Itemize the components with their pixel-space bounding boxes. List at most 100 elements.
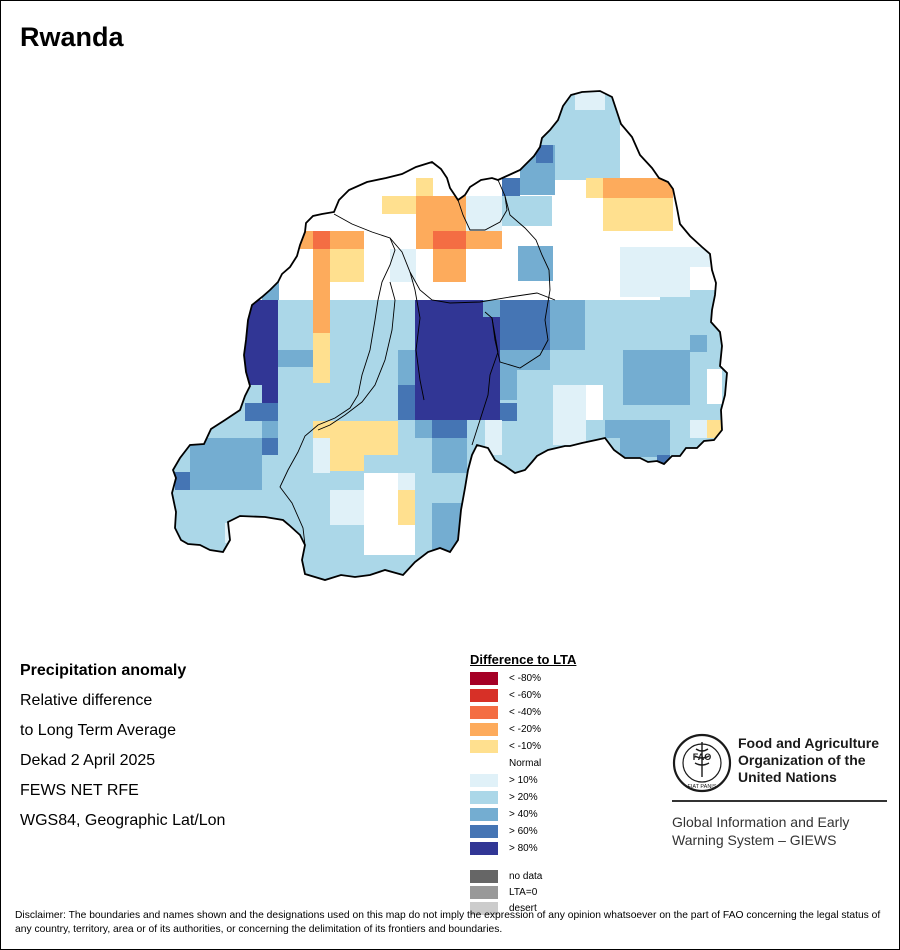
province-border [279,213,396,546]
anomaly-cell [623,350,690,405]
anomaly-cell [262,385,278,403]
anomaly-cell [330,525,364,575]
anomaly-cell [432,438,467,473]
anomaly-cell [502,178,520,196]
anomaly-cell [415,455,432,525]
province-border [409,271,425,401]
anomaly-cell [330,490,364,525]
anomaly-cell [225,523,240,543]
anomaly-cell [415,420,432,438]
legend-label: > 10% [509,775,538,786]
anomaly-grid [172,91,727,580]
legend-swatch [470,723,498,736]
info-projection: WGS84, Geographic Lat/Lon [20,812,226,829]
anomaly-cell [416,196,466,231]
anomaly-cell [550,300,585,350]
disclaimer: Disclaimer: The boundaries and names sho… [15,910,881,935]
anomaly-cell [278,300,313,350]
anomaly-cell [586,385,603,420]
anomaly-cell [670,420,687,438]
anomaly-cell [313,473,330,508]
anomaly-cell [432,420,467,438]
legend-swatch [470,886,498,899]
info-period: Dekad 2 April 2025 [20,752,156,769]
anomaly-cell [398,385,415,420]
legend-label: > 20% [509,792,538,803]
legend-label: < -80% [509,673,541,684]
info-reference: to Long Term Average [20,722,176,739]
province-border [317,281,396,431]
anomaly-cell [330,421,398,438]
fao-emblem-icon: FAO FIAT PANIS [672,733,732,793]
anomaly-cell [603,198,673,231]
anomaly-cell [483,300,500,317]
anomaly-cell [485,420,502,455]
anomaly-cell [433,231,466,249]
map-title: Rwanda [20,22,124,52]
province-border [484,195,551,369]
legend-swatch [470,825,498,838]
province-border [471,317,499,446]
anomaly-cell [432,473,467,503]
emblem-ring-text: FIAT PANIS [687,784,716,790]
anomaly-cell [606,300,623,350]
anomaly-cell [364,555,415,575]
anomaly-cell [296,473,313,508]
legend-swatch [470,902,498,915]
anomaly-cell [553,385,586,420]
anomaly-cell [620,420,670,457]
anomaly-cell [575,91,605,110]
anomaly-cell [415,300,500,420]
anomaly-cell [330,438,364,471]
legend-label: > 80% [509,843,538,854]
anomaly-cell [707,369,722,404]
anomaly-cell [262,421,278,438]
info-source: FEWS NET RFE [20,782,139,799]
anomaly-cell [313,438,330,473]
legend-label: < -40% [509,707,541,718]
anomaly-cell [586,300,606,350]
country-border [171,90,728,581]
anomaly-cell [364,525,415,555]
anomaly-cell [518,246,553,281]
legend-swatch [470,706,498,719]
anomaly-cell [278,367,313,437]
anomaly-cell [466,196,502,231]
anomaly-cell [175,490,275,523]
anomaly-cell [502,196,552,226]
province-borders [279,179,556,546]
anomaly-cell [364,473,398,525]
anomaly-cell [175,472,190,490]
fao-name-line3: United Nations [738,769,837,785]
legend-label: < -10% [509,741,541,752]
fao-name-line1: Food and Agriculture [738,735,880,751]
anomaly-cell [690,335,707,352]
province-border [389,237,556,304]
anomaly-cell [586,178,603,198]
anomaly-cell [690,420,707,438]
anomaly-cell [553,420,586,445]
anomaly-cell [278,350,313,367]
legend-label: LTA=0 [509,887,538,898]
anomaly-cell [398,473,415,490]
logo-divider [672,800,887,802]
anomaly-cell [500,403,517,421]
anomaly-cell [245,300,278,385]
anomaly-cell [536,145,553,163]
anomaly-cell [245,403,278,421]
legend-swatch [470,870,498,883]
info-measure: Relative difference [20,692,153,709]
anomaly-cell [382,196,416,214]
anomaly-cell [466,231,502,249]
anomaly-cell [245,250,275,282]
emblem-text: FAO [693,752,712,762]
legend-swatch [470,808,498,821]
anomaly-cell [620,247,690,297]
giews-line2: Warning System – GIEWS [672,832,837,848]
anomaly-cell [296,438,313,458]
legend-swatch [470,774,498,787]
anomaly-cell [313,231,330,249]
anomaly-cell [433,249,466,282]
legend-swatch [470,842,498,855]
anomaly-cell [313,333,330,383]
